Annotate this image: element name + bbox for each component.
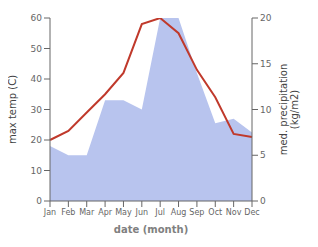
svg-text:Dec: Dec bbox=[244, 208, 259, 217]
svg-text:Mar: Mar bbox=[79, 208, 95, 217]
svg-text:20: 20 bbox=[260, 13, 272, 23]
svg-text:Apr: Apr bbox=[98, 208, 113, 217]
svg-text:10: 10 bbox=[260, 105, 272, 115]
svg-text:Oct: Oct bbox=[208, 208, 222, 217]
svg-text:Aug: Aug bbox=[171, 208, 187, 217]
svg-text:30: 30 bbox=[31, 105, 43, 115]
svg-text:May: May bbox=[115, 208, 132, 217]
svg-text:Feb: Feb bbox=[61, 208, 75, 217]
svg-text:20: 20 bbox=[31, 135, 43, 145]
svg-text:0: 0 bbox=[260, 196, 266, 206]
svg-text:15: 15 bbox=[260, 59, 271, 69]
svg-text:med. precipitation(kg/m2): med. precipitation(kg/m2) bbox=[278, 64, 300, 156]
svg-text:date (month): date (month) bbox=[114, 224, 188, 235]
svg-text:60: 60 bbox=[31, 13, 43, 23]
svg-text:50: 50 bbox=[31, 44, 43, 54]
svg-text:10: 10 bbox=[31, 166, 43, 176]
svg-text:max temp (C): max temp (C) bbox=[8, 75, 18, 144]
svg-text:Jul: Jul bbox=[154, 208, 165, 217]
svg-text:Nov: Nov bbox=[226, 208, 242, 217]
svg-text:0: 0 bbox=[36, 196, 42, 206]
svg-text:Jun: Jun bbox=[135, 208, 149, 217]
svg-text:40: 40 bbox=[31, 74, 43, 84]
svg-text:Sep: Sep bbox=[189, 208, 204, 217]
svg-text:Jan: Jan bbox=[43, 208, 56, 217]
svg-text:5: 5 bbox=[260, 150, 266, 160]
